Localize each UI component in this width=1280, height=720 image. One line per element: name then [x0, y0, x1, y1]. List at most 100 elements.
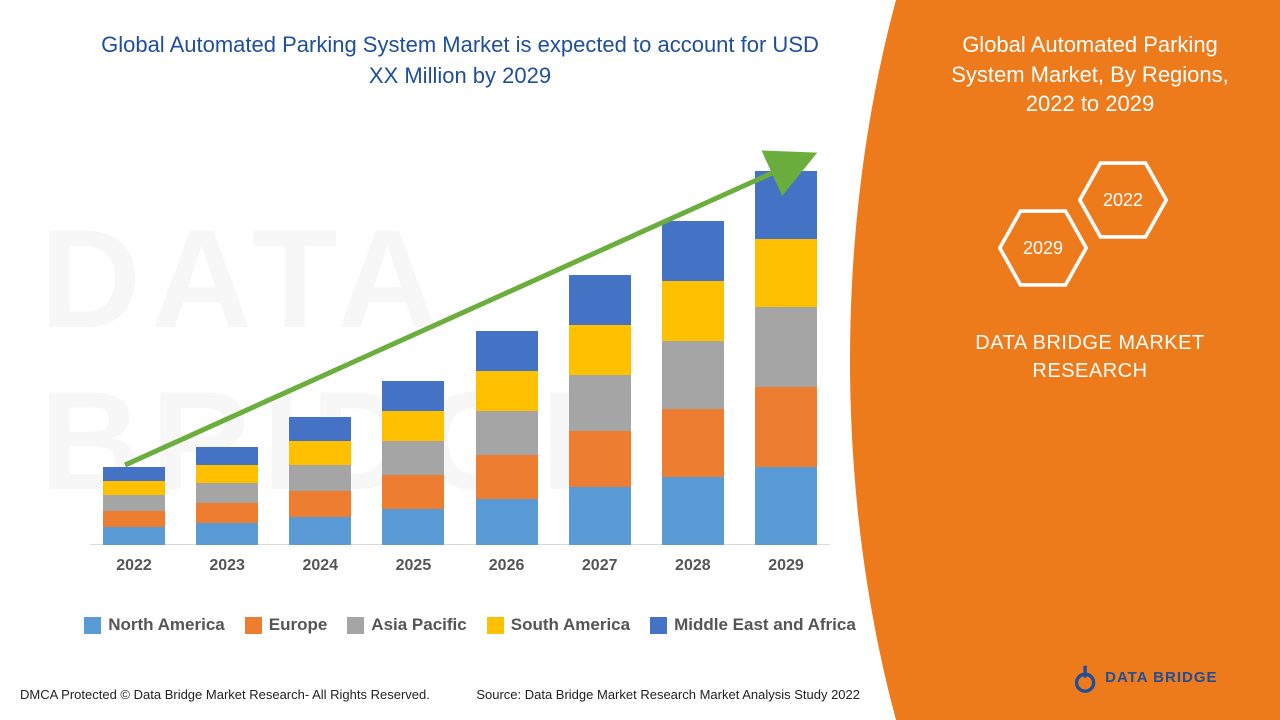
bar-segment — [196, 503, 258, 523]
bar-segment — [569, 325, 631, 375]
legend-swatch — [245, 617, 262, 634]
hex-group: 2029 2022 — [970, 149, 1210, 319]
bar-segment — [103, 495, 165, 511]
legend-item: Europe — [245, 615, 328, 635]
bar-segment — [289, 517, 351, 545]
bar-segment — [196, 523, 258, 545]
legend-item: Middle East and Africa — [650, 615, 856, 635]
bar-col — [284, 417, 356, 545]
bar-segment — [382, 509, 444, 545]
logo: DATA BRIDGE MARKET RESEARCH — [1063, 664, 1220, 698]
chart-area: 2022 2023 2024 2025 2026 2027 2028 2029 — [90, 145, 830, 575]
x-tick-label: 2022 — [98, 557, 170, 575]
bar-stack — [569, 275, 631, 545]
bar-segment — [289, 417, 351, 441]
brand-text: DATA BRIDGE MARKET RESEARCH — [930, 329, 1250, 385]
bar-segment — [382, 381, 444, 411]
bar-segment — [569, 431, 631, 487]
x-tick-label: 2024 — [284, 557, 356, 575]
bar-col — [191, 447, 263, 545]
bar-segment — [289, 465, 351, 491]
bar-segment — [476, 371, 538, 411]
legend-label: North America — [108, 615, 225, 635]
bar-segment — [755, 239, 817, 307]
logo-text: DATA BRIDGE MARKET RESEARCH — [1105, 670, 1220, 692]
x-tick-label: 2028 — [657, 557, 729, 575]
bar-segment — [755, 387, 817, 467]
logo-line1: DATA BRIDGE — [1105, 670, 1220, 685]
legend-swatch — [347, 617, 364, 634]
bars-container — [90, 145, 830, 545]
bar-segment — [382, 411, 444, 441]
hex-2029: 2029 — [998, 209, 1088, 287]
bar-segment — [662, 281, 724, 341]
bar-segment — [662, 221, 724, 281]
bar-stack — [662, 221, 724, 545]
bar-segment — [662, 341, 724, 409]
bar-stack — [755, 171, 817, 545]
legend-swatch — [650, 617, 667, 634]
bar-segment — [755, 307, 817, 387]
bar-segment — [103, 527, 165, 545]
legend: North America Europe Asia Pacific South Ame… — [70, 615, 870, 635]
logo-mark-icon — [1063, 664, 1097, 698]
side-panel: Global Automated Parking System Market, … — [850, 0, 1280, 720]
bar-segment — [382, 441, 444, 475]
x-tick-label: 2026 — [471, 557, 543, 575]
legend-label: Asia Pacific — [371, 615, 466, 635]
bar-segment — [382, 475, 444, 509]
hex-label-0: 2029 — [1023, 238, 1063, 259]
bar-col — [98, 467, 170, 545]
logo-line2: MARKET RESEARCH — [1105, 685, 1220, 692]
legend-item: Asia Pacific — [347, 615, 466, 635]
footer-left: DMCA Protected © Data Bridge Market Rese… — [20, 687, 430, 702]
bar-segment — [662, 477, 724, 545]
bar-col — [564, 275, 636, 545]
legend-label: Europe — [269, 615, 328, 635]
bar-segment — [755, 171, 817, 239]
panel-title: Global Automated Parking System Market, … — [930, 30, 1250, 119]
bar-segment — [103, 511, 165, 527]
bar-segment — [476, 499, 538, 545]
bar-col — [471, 331, 543, 545]
legend-label: South America — [511, 615, 630, 635]
bar-col — [657, 221, 729, 545]
x-tick-label: 2027 — [564, 557, 636, 575]
bar-col — [750, 171, 822, 545]
legend-label: Middle East and Africa — [674, 615, 856, 635]
bar-segment — [476, 455, 538, 499]
bar-segment — [289, 491, 351, 517]
hex-2022: 2022 — [1078, 161, 1168, 239]
bar-segment — [476, 411, 538, 455]
bar-segment — [196, 447, 258, 465]
bar-segment — [196, 465, 258, 483]
legend-swatch — [487, 617, 504, 634]
footer-right: Source: Data Bridge Market Research Mark… — [476, 687, 860, 702]
x-tick-label: 2025 — [377, 557, 449, 575]
bar-segment — [289, 441, 351, 465]
x-labels: 2022 2023 2024 2025 2026 2027 2028 2029 — [90, 557, 830, 575]
x-tick-label: 2029 — [750, 557, 822, 575]
bar-segment — [476, 331, 538, 371]
bar-segment — [103, 467, 165, 481]
footer: DMCA Protected © Data Bridge Market Rese… — [20, 687, 860, 702]
bar-stack — [289, 417, 351, 545]
bar-segment — [196, 483, 258, 503]
bar-segment — [662, 409, 724, 477]
bar-col — [377, 381, 449, 545]
hex-label-1: 2022 — [1103, 190, 1143, 211]
x-tick-label: 2023 — [191, 557, 263, 575]
bar-segment — [103, 481, 165, 495]
bar-stack — [103, 467, 165, 545]
bar-segment — [569, 275, 631, 325]
bar-stack — [476, 331, 538, 545]
legend-item: North America — [84, 615, 225, 635]
bar-stack — [382, 381, 444, 545]
legend-item: South America — [487, 615, 630, 635]
bar-segment — [755, 467, 817, 545]
legend-swatch — [84, 617, 101, 634]
bar-stack — [196, 447, 258, 545]
bar-segment — [569, 487, 631, 545]
chart-title: Global Automated Parking System Market i… — [100, 30, 820, 92]
bar-segment — [569, 375, 631, 431]
